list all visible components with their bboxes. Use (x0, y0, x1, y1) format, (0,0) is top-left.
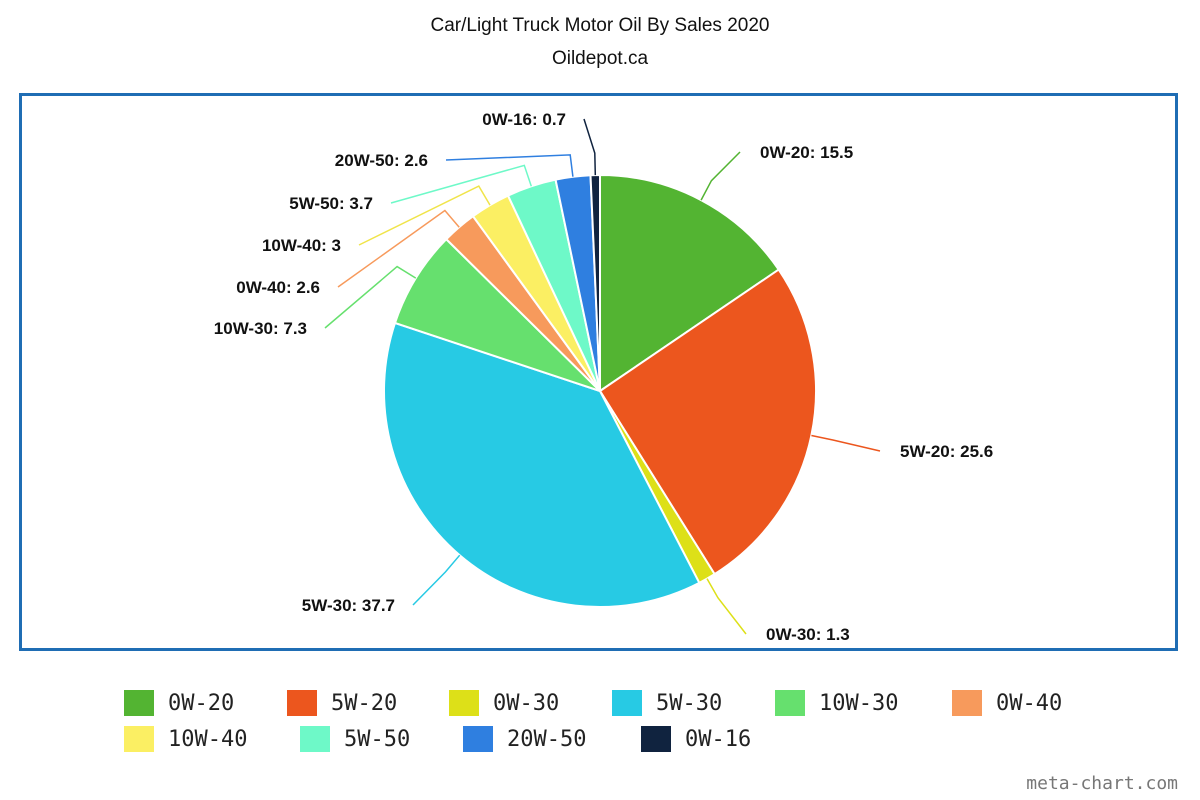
legend-label: 5W-50 (344, 726, 411, 752)
pie-slice-0w-20[interactable] (599, 173, 781, 393)
watermark: meta-chart.com (1026, 773, 1178, 794)
connector-line-5w-50 (390, 164, 533, 204)
legend-swatch (463, 726, 493, 752)
legend-item-20w-50[interactable]: 20W-50 (463, 724, 586, 754)
legend-item-5w-50[interactable]: 5W-50 (300, 724, 410, 754)
legend-label: 20W-50 (507, 726, 587, 752)
legend-item-10w-40[interactable]: 10W-40 (124, 724, 247, 754)
chart-frame (19, 93, 1178, 651)
connector-line-0w-16 (583, 118, 597, 176)
connector-line-0w-30 (706, 578, 747, 635)
connector-line-5w-20 (811, 434, 881, 452)
legend-row-1: 0W-20 5W-20 0W-30 5W-30 10W-30 0W-40 (0, 688, 1200, 724)
legend-item-0w-40[interactable]: 0W-40 (952, 688, 1062, 718)
legend-label: 10W-40 (168, 726, 248, 752)
legend-swatch (449, 690, 479, 716)
legend: 0W-20 5W-20 0W-30 5W-30 10W-30 0W-40 10W… (0, 688, 1200, 760)
legend-item-5w-20[interactable]: 5W-20 (287, 688, 397, 718)
data-label-0w-16: 0W-16: 0.7 (482, 110, 566, 129)
legend-label: 5W-20 (331, 690, 398, 716)
connector-line-5w-30 (412, 554, 461, 606)
data-label-10w-30: 10W-30: 7.3 (214, 319, 307, 338)
legend-swatch (287, 690, 317, 716)
legend-swatch (952, 690, 982, 716)
legend-item-5w-30[interactable]: 5W-30 (612, 688, 722, 718)
legend-swatch (775, 690, 805, 716)
connector-line-10w-30 (324, 265, 417, 329)
legend-item-10w-30[interactable]: 10W-30 (775, 688, 898, 718)
connector-line-0w-20 (700, 151, 741, 201)
data-label-20w-50: 20W-50: 2.6 (335, 151, 428, 170)
legend-label: 0W-30 (493, 690, 560, 716)
data-label-5w-50: 5W-50: 3.7 (289, 194, 373, 213)
connector-line-20w-50 (445, 154, 574, 177)
legend-swatch (124, 690, 154, 716)
legend-swatch (124, 726, 154, 752)
data-label-0w-20: 0W-20: 15.5 (760, 143, 853, 162)
legend-swatch (641, 726, 671, 752)
legend-swatch (300, 726, 330, 752)
legend-row-2: 10W-40 5W-50 20W-50 0W-16 (0, 724, 1200, 760)
legend-label: 0W-16 (685, 726, 752, 752)
data-label-5w-20: 5W-20: 25.6 (900, 442, 993, 461)
pie-slice-10w-30[interactable] (393, 237, 601, 392)
connector-line-0w-40 (337, 209, 460, 288)
data-label-5w-30: 5W-30: 37.7 (302, 596, 395, 615)
legend-swatch (612, 690, 642, 716)
pie-slice-5w-20[interactable] (598, 268, 817, 576)
legend-item-0w-30[interactable]: 0W-30 (449, 688, 559, 718)
data-label-10w-40: 10W-40: 3 (262, 236, 341, 255)
legend-label: 10W-30 (819, 690, 899, 716)
data-label-0w-30: 0W-30: 1.3 (766, 625, 850, 644)
chart-subtitle: Oildepot.ca (551, 48, 649, 69)
legend-label: 5W-30 (656, 690, 723, 716)
legend-label: 0W-40 (996, 690, 1063, 716)
legend-item-0w-20[interactable]: 0W-20 (124, 688, 234, 718)
data-label-0w-40: 0W-40: 2.6 (236, 278, 320, 297)
legend-item-0w-16[interactable]: 0W-16 (641, 724, 751, 754)
legend-label: 0W-20 (168, 690, 235, 716)
connector-line-10w-40 (358, 185, 491, 246)
chart-title: Car/Light Truck Motor Oil By Sales 2020 (430, 15, 770, 36)
